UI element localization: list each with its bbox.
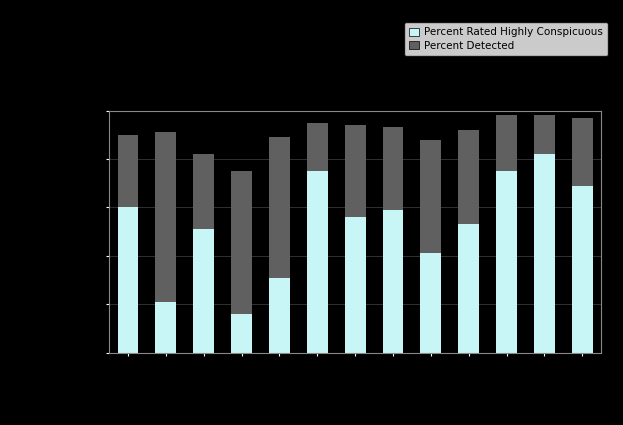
Bar xyxy=(155,302,176,353)
Bar xyxy=(193,229,214,353)
Bar xyxy=(421,139,441,253)
Legend: Percent Rated Highly Conspicuous, Percent Detected: Percent Rated Highly Conspicuous, Percen… xyxy=(404,22,609,56)
Bar xyxy=(269,278,290,353)
Bar xyxy=(345,125,366,217)
Bar xyxy=(118,207,138,353)
Bar xyxy=(572,186,592,353)
Bar xyxy=(231,171,252,314)
Bar xyxy=(459,130,479,224)
Bar xyxy=(534,115,555,154)
Bar xyxy=(383,210,403,353)
Bar xyxy=(421,253,441,353)
Bar xyxy=(572,118,592,186)
Bar xyxy=(496,171,517,353)
Bar xyxy=(307,123,328,171)
Bar xyxy=(307,171,328,353)
Bar xyxy=(459,224,479,353)
Bar xyxy=(118,135,138,207)
Bar xyxy=(534,154,555,353)
Bar xyxy=(496,115,517,171)
Bar xyxy=(269,137,290,278)
Bar xyxy=(155,132,176,302)
Bar xyxy=(383,128,403,210)
Bar xyxy=(193,154,214,229)
Bar xyxy=(345,217,366,353)
Bar xyxy=(231,314,252,353)
